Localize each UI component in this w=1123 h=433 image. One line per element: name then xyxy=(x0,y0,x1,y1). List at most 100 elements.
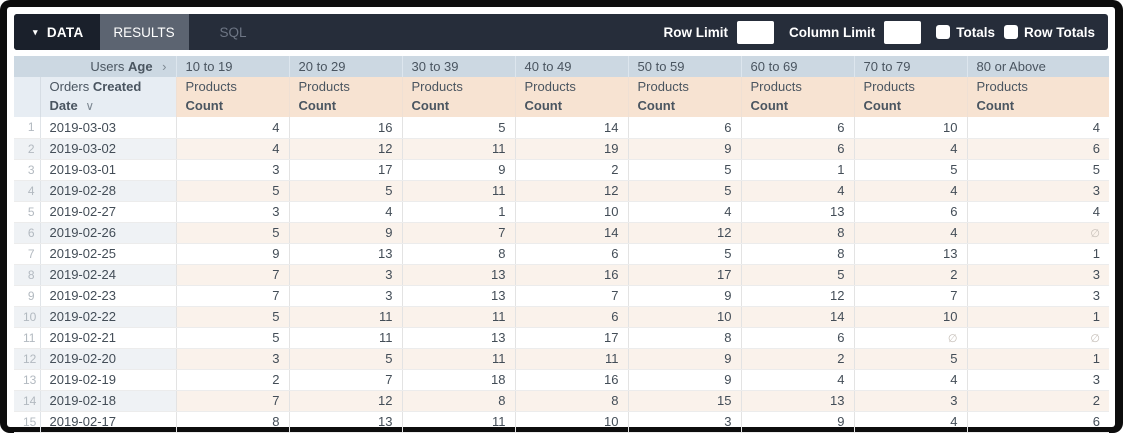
value-cell[interactable]: 6 xyxy=(514,306,629,328)
value-cell[interactable]: 11 xyxy=(401,411,516,433)
value-cell[interactable]: 9 xyxy=(175,243,290,265)
value-cell[interactable]: 9 xyxy=(288,222,403,244)
value-cell[interactable]: 14 xyxy=(514,117,629,139)
tab-results[interactable]: RESULTS xyxy=(99,14,189,50)
value-cell[interactable]: 5 xyxy=(853,348,968,370)
value-cell[interactable]: 4 xyxy=(740,180,855,202)
value-cell[interactable]: 5 xyxy=(175,306,290,328)
value-cell[interactable]: 2 xyxy=(966,390,1109,412)
value-cell[interactable]: 3 xyxy=(966,264,1109,286)
value-cell[interactable]: 7 xyxy=(175,264,290,286)
value-cell[interactable]: 17 xyxy=(288,159,403,181)
value-cell[interactable]: 2 xyxy=(853,264,968,286)
value-cell[interactable]: 13 xyxy=(288,243,403,265)
value-cell[interactable]: 5 xyxy=(175,222,290,244)
value-cell[interactable]: 11 xyxy=(401,138,516,160)
value-cell[interactable]: 5 xyxy=(627,159,742,181)
orders-created-date-header[interactable]: Orders Created Date ∨ xyxy=(39,77,177,117)
value-cell[interactable]: 3 xyxy=(288,285,403,307)
value-cell[interactable]: 12 xyxy=(627,222,742,244)
value-cell[interactable]: 2 xyxy=(175,369,290,391)
value-cell[interactable]: 9 xyxy=(627,138,742,160)
value-cell[interactable]: 13 xyxy=(740,390,855,412)
date-cell[interactable]: 2019-02-18 xyxy=(39,390,177,412)
value-cell[interactable]: 5 xyxy=(740,264,855,286)
value-cell[interactable]: 2 xyxy=(740,348,855,370)
date-cell[interactable]: 2019-02-26 xyxy=(39,222,177,244)
value-cell[interactable]: 5 xyxy=(288,180,403,202)
value-cell[interactable]: 13 xyxy=(853,243,968,265)
value-cell[interactable]: 1 xyxy=(740,159,855,181)
value-cell[interactable]: 4 xyxy=(853,138,968,160)
value-cell[interactable]: 4 xyxy=(740,369,855,391)
value-cell[interactable]: 9 xyxy=(627,285,742,307)
measure-header[interactable]: Products Count xyxy=(853,77,968,117)
value-cell[interactable]: 3 xyxy=(627,411,742,433)
value-cell[interactable]: 4 xyxy=(853,369,968,391)
value-cell[interactable]: 6 xyxy=(853,201,968,223)
value-cell[interactable]: 5 xyxy=(966,159,1109,181)
value-cell[interactable]: 8 xyxy=(740,222,855,244)
date-cell[interactable]: 2019-02-19 xyxy=(39,369,177,391)
value-cell[interactable]: 5 xyxy=(288,348,403,370)
value-cell[interactable]: 6 xyxy=(740,138,855,160)
date-cell[interactable]: 2019-02-27 xyxy=(39,201,177,223)
age-bucket-header[interactable]: 60 to 69 xyxy=(740,56,855,77)
age-bucket-header[interactable]: 30 to 39 xyxy=(401,56,516,77)
value-cell[interactable]: 2 xyxy=(514,159,629,181)
value-cell[interactable]: 6 xyxy=(740,327,855,349)
date-cell[interactable]: 2019-03-02 xyxy=(39,138,177,160)
value-cell[interactable]: ∅ xyxy=(966,327,1109,349)
value-cell[interactable]: 3 xyxy=(853,390,968,412)
value-cell[interactable]: 10 xyxy=(853,306,968,328)
value-cell[interactable]: 3 xyxy=(966,180,1109,202)
measure-header[interactable]: Products Count xyxy=(288,77,403,117)
date-cell[interactable]: 2019-03-03 xyxy=(39,117,177,139)
value-cell[interactable]: 4 xyxy=(627,201,742,223)
value-cell[interactable]: 8 xyxy=(175,411,290,433)
value-cell[interactable]: 7 xyxy=(514,285,629,307)
value-cell[interactable]: 8 xyxy=(401,390,516,412)
value-cell[interactable]: 6 xyxy=(966,411,1109,433)
date-cell[interactable]: 2019-02-28 xyxy=(39,180,177,202)
value-cell[interactable]: 16 xyxy=(514,369,629,391)
value-cell[interactable]: 13 xyxy=(401,327,516,349)
value-cell[interactable]: 3 xyxy=(966,369,1109,391)
value-cell[interactable]: 10 xyxy=(514,201,629,223)
column-limit-input[interactable] xyxy=(884,20,922,44)
value-cell[interactable]: 14 xyxy=(740,306,855,328)
value-cell[interactable]: 8 xyxy=(401,243,516,265)
age-bucket-header[interactable]: 50 to 59 xyxy=(627,56,742,77)
measure-header[interactable]: Products Count xyxy=(966,77,1109,117)
row-limit-input[interactable] xyxy=(736,20,774,44)
row-totals-checkbox[interactable] xyxy=(1003,25,1018,39)
date-cell[interactable]: 2019-02-25 xyxy=(39,243,177,265)
value-cell[interactable]: ∅ xyxy=(853,327,968,349)
age-bucket-header[interactable]: 40 to 49 xyxy=(514,56,629,77)
value-cell[interactable]: 10 xyxy=(514,411,629,433)
value-cell[interactable]: ∅ xyxy=(966,222,1109,244)
value-cell[interactable]: 11 xyxy=(514,348,629,370)
value-cell[interactable]: 4 xyxy=(175,117,290,139)
value-cell[interactable]: 11 xyxy=(288,306,403,328)
value-cell[interactable]: 17 xyxy=(627,264,742,286)
value-cell[interactable]: 5 xyxy=(401,117,516,139)
measure-header[interactable]: Products Count xyxy=(514,77,629,117)
tab-sql[interactable]: SQL xyxy=(189,14,278,50)
value-cell[interactable]: 8 xyxy=(514,390,629,412)
value-cell[interactable]: 4 xyxy=(175,138,290,160)
value-cell[interactable]: 3 xyxy=(175,348,290,370)
measure-header[interactable]: Products Count xyxy=(627,77,742,117)
measure-header[interactable]: Products Count xyxy=(401,77,516,117)
value-cell[interactable]: 3 xyxy=(175,201,290,223)
value-cell[interactable]: 17 xyxy=(514,327,629,349)
value-cell[interactable]: 19 xyxy=(514,138,629,160)
value-cell[interactable]: 15 xyxy=(627,390,742,412)
value-cell[interactable]: 5 xyxy=(627,180,742,202)
value-cell[interactable]: 10 xyxy=(853,117,968,139)
value-cell[interactable]: 14 xyxy=(514,222,629,244)
value-cell[interactable]: 3 xyxy=(966,285,1109,307)
age-bucket-header[interactable]: 10 to 19 xyxy=(175,56,290,77)
value-cell[interactable]: 3 xyxy=(288,264,403,286)
date-cell[interactable]: 2019-02-17 xyxy=(39,411,177,433)
